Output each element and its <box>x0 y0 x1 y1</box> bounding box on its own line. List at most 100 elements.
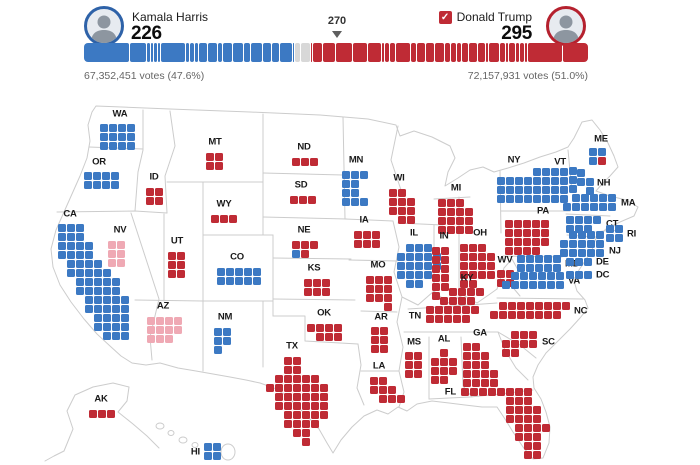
bar-segment-trump[interactable] <box>389 43 395 62</box>
state-label-OR: OR <box>92 156 106 168</box>
bar-segment-trump[interactable] <box>425 43 435 62</box>
state-label-MS: MS <box>407 336 421 348</box>
ev-square-IN <box>432 283 440 291</box>
ev-square-SC <box>511 331 519 339</box>
bar-segment-trump[interactable] <box>322 43 336 62</box>
bar-segment-trump[interactable] <box>461 43 469 62</box>
bar-segment-harris[interactable] <box>217 43 222 62</box>
ev-square-UT <box>177 270 185 278</box>
ev-square-TX <box>284 420 292 428</box>
bar-segment-harris[interactable] <box>244 43 251 62</box>
bar-segment-harris[interactable] <box>157 43 161 62</box>
bar-segment-trump[interactable] <box>336 43 353 62</box>
ev-square-OK <box>334 333 342 341</box>
bar-segment-trump[interactable] <box>515 43 520 62</box>
state-label-MI: MI <box>450 182 462 194</box>
bar-segment-harris[interactable] <box>150 43 154 62</box>
bar-segment-harris[interactable] <box>154 43 157 62</box>
bar-segment-trump[interactable] <box>445 43 451 62</box>
ev-square-NY <box>551 168 559 176</box>
threshold-label: 270 <box>327 15 347 27</box>
bar-segment-harris[interactable] <box>263 43 272 62</box>
ev-square-IL <box>406 280 414 288</box>
ev-square-AZ <box>147 326 155 334</box>
ev-square-LA <box>379 386 387 394</box>
bar-segment-trump[interactable] <box>395 43 411 62</box>
bar-segment-trump[interactable] <box>353 43 367 62</box>
ev-square-LA <box>370 386 378 394</box>
bar-segment-trump[interactable] <box>457 43 461 62</box>
bar-segment-undecided[interactable] <box>300 43 311 62</box>
bar-segment-trump[interactable] <box>469 43 478 62</box>
bar-segment-undecided[interactable] <box>294 43 300 62</box>
ev-square-CO <box>217 277 225 285</box>
ev-square-NH <box>577 169 585 177</box>
ev-square-AL <box>449 367 457 375</box>
ev-square-TX <box>302 438 310 446</box>
bar-segment-harris[interactable] <box>208 43 217 62</box>
ev-square-TX <box>293 384 301 392</box>
bar-segment-trump[interactable] <box>381 43 385 62</box>
bar-segment-trump[interactable] <box>411 43 417 62</box>
ev-square-AL <box>440 376 448 384</box>
bar-segment-harris[interactable] <box>272 43 280 62</box>
bar-segment-harris[interactable] <box>185 43 190 62</box>
bar-segment-trump[interactable] <box>478 43 485 62</box>
bar-segment-trump[interactable] <box>524 43 528 62</box>
bar-segment-harris[interactable] <box>233 43 244 62</box>
ev-square-TX <box>293 375 301 383</box>
ev-square-VT <box>569 176 577 184</box>
bar-segment-trump[interactable] <box>451 43 457 62</box>
bar-segment-trump[interactable] <box>528 43 562 62</box>
ev-square-FL <box>497 388 505 396</box>
ev-square-PA <box>514 247 522 255</box>
ev-square-PA <box>514 220 522 228</box>
ev-square-CA <box>58 224 66 232</box>
state-label-DE: DE <box>596 256 609 268</box>
ev-square-FL <box>488 388 496 396</box>
ev-square-NC <box>499 311 507 319</box>
ev-square-FL <box>524 406 532 414</box>
ev-square-IN <box>432 292 440 300</box>
ev-square-OR <box>102 181 110 189</box>
bar-segment-trump[interactable] <box>505 43 509 62</box>
bar-segment-trump[interactable] <box>385 43 389 62</box>
bar-segment-harris[interactable] <box>147 43 150 62</box>
bar-segment-harris[interactable] <box>251 43 263 62</box>
ev-square-GA <box>481 379 489 387</box>
ev-square-NE <box>310 241 318 249</box>
bar-segment-harris[interactable] <box>84 43 130 62</box>
bar-segment-trump[interactable] <box>313 43 322 62</box>
bar-segment-trump[interactable] <box>499 43 505 62</box>
bar-segment-harris[interactable] <box>161 43 185 62</box>
bar-segment-trump[interactable] <box>435 43 445 62</box>
bar-segment-trump[interactable] <box>311 43 313 62</box>
ev-square-WI <box>398 207 406 215</box>
bar-segment-harris[interactable] <box>130 43 147 62</box>
ev-square-PA <box>541 229 549 237</box>
bar-segment-trump[interactable] <box>417 43 425 62</box>
bar-segment-harris[interactable] <box>280 43 292 62</box>
bar-segment-trump[interactable] <box>509 43 515 62</box>
ev-square-VA <box>502 281 510 289</box>
state-label-GA: GA <box>473 327 487 339</box>
bar-segment-harris[interactable] <box>222 43 233 62</box>
ev-square-NH <box>586 187 594 195</box>
bar-segment-harris[interactable] <box>194 43 198 62</box>
ev-square-MA <box>608 203 616 211</box>
bar-segment-trump[interactable] <box>489 43 499 62</box>
bar-segment-trump[interactable] <box>367 43 381 62</box>
ev-square-KS <box>313 279 321 287</box>
ev-square-TX <box>284 366 292 374</box>
state-label-MO: MO <box>370 259 386 271</box>
bar-segment-trump[interactable] <box>485 43 489 62</box>
ev-square-MN <box>342 189 350 197</box>
ev-square-OR <box>102 172 110 180</box>
state-label-MA: MA <box>621 197 636 209</box>
bar-segment-harris[interactable] <box>292 43 294 62</box>
bar-segment-harris[interactable] <box>198 43 208 62</box>
bar-segment-trump[interactable] <box>520 43 524 62</box>
bar-segment-trump[interactable] <box>562 43 588 62</box>
bar-segment-harris[interactable] <box>190 43 194 62</box>
